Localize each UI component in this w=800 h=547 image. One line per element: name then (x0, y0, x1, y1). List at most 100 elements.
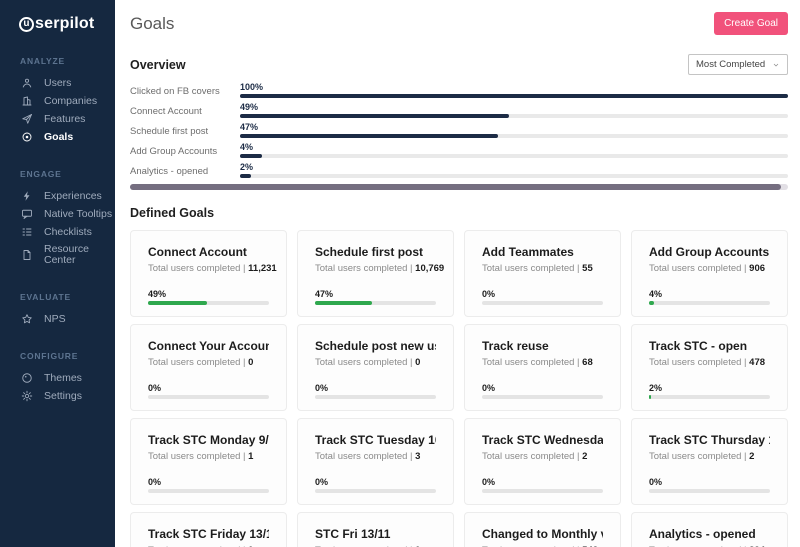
overview-bar: 47% (240, 121, 788, 141)
goal-card-title: Analytics - opened (649, 527, 770, 541)
sidebar-item-label: NPS (44, 314, 66, 325)
goals-icon (21, 131, 33, 143)
goal-card-count: 0 (248, 357, 253, 368)
overview-header: Overview Most Completed (130, 54, 788, 75)
sidebar-section-items: Experiences Native Tooltips Checklists R… (0, 187, 115, 269)
sidebar-item-settings[interactable]: Settings (0, 387, 115, 405)
goal-card-progress-track (649, 489, 770, 493)
document-icon (21, 249, 33, 261)
sidebar-item-users[interactable]: Users (0, 74, 115, 92)
companies-icon (21, 95, 33, 107)
goal-card-count: 10,769 (415, 263, 444, 274)
sidebar-section-items: Themes Settings (0, 369, 115, 405)
sidebar-section: ENGAGE Experiences Native Tooltips Check… (0, 169, 115, 269)
overview-bar-fill (240, 154, 262, 158)
sidebar-item-label: Settings (44, 391, 82, 402)
goal-card[interactable]: Track STC Monday 9/11 use Total users co… (130, 418, 287, 505)
goal-card-pct: 47% (315, 289, 436, 299)
goal-card-subtitle-prefix: Total users completed | (649, 263, 749, 274)
goal-card[interactable]: STC Fri 13/11 Total users completed | 0 (297, 512, 454, 547)
goal-card[interactable]: Track STC Wednesday 11/1... Total users … (464, 418, 621, 505)
goal-card-pct: 0% (482, 383, 603, 393)
filter-selected-value: Most Completed (696, 59, 765, 70)
goal-card[interactable]: Connect Your Accounts Ne... Total users … (130, 324, 287, 411)
overview-bar-chart: Clicked on FB covers 100% Connect Accoun… (130, 81, 788, 181)
goal-card-count: 0 (415, 357, 420, 368)
overview-bar-label: Clicked on FB covers (130, 86, 240, 97)
goal-card-count: 478 (749, 357, 765, 368)
logo[interactable]: userpilot (0, 0, 115, 33)
goal-card[interactable]: Track reuse Total users completed | 68 0… (464, 324, 621, 411)
goal-card[interactable]: Changed to Monthly view Total users comp… (464, 512, 621, 547)
overview-bar-fill (240, 174, 251, 178)
goal-card-progress-track (315, 489, 436, 493)
goal-card-subtitle: Total users completed | 68 (482, 357, 603, 368)
goal-card-subtitle-prefix: Total users completed | (148, 451, 248, 462)
overview-row: Analytics - opened 2% (130, 161, 788, 181)
goal-card-count: 55 (582, 263, 593, 274)
create-goal-button[interactable]: Create Goal (714, 12, 788, 35)
goal-card-subtitle-prefix: Total users completed | (482, 357, 582, 368)
goal-card-pct: 0% (315, 477, 436, 487)
goal-card-count: 1 (248, 451, 253, 462)
completed-filter-select[interactable]: Most Completed (688, 54, 788, 75)
defined-goals-heading: Defined Goals (130, 206, 788, 220)
overview-bar-pct: 4% (240, 142, 788, 152)
overview-bar-label: Add Group Accounts (130, 146, 240, 157)
goal-card-subtitle-prefix: Total users completed | (482, 451, 582, 462)
overview-bar: 2% (240, 161, 788, 181)
logo-mark-icon: u (19, 17, 34, 32)
goal-card-subtitle-prefix: Total users completed | (148, 263, 248, 274)
goal-card[interactable]: Track STC Friday 13/11 use Total users c… (130, 512, 287, 547)
goal-card[interactable]: Add Group Accounts Total users completed… (631, 230, 788, 317)
goal-card-subtitle: Total users completed | 0 (148, 357, 269, 368)
sidebar-section-label: ANALYZE (0, 56, 115, 66)
goal-card[interactable]: Track STC Thursday 12/11 ... Total users… (631, 418, 788, 505)
sidebar-item-label: Resource Center (44, 244, 115, 266)
page-header: Goals Create Goal (130, 0, 788, 35)
goal-card-title: Add Teammates (482, 245, 603, 259)
sidebar-item-companies[interactable]: Companies (0, 92, 115, 110)
sidebar-item-label: Users (44, 78, 71, 89)
goal-card[interactable]: Track STC Tuesday 10/11 use Total users … (297, 418, 454, 505)
sidebar-item-resource-center[interactable]: Resource Center (0, 241, 115, 269)
main-content: Goals Create Goal Overview Most Complete… (115, 0, 800, 547)
sidebar: userpilot ANALYZE Users Companies Featur… (0, 0, 115, 547)
overview-bar-track (240, 134, 788, 138)
goal-card-title: Changed to Monthly view (482, 527, 603, 541)
goal-card[interactable]: Connect Account Total users completed | … (130, 230, 287, 317)
overview-bar-track (240, 94, 788, 98)
goal-card-progress-fill (315, 301, 372, 305)
goal-card[interactable]: Track STC - open Total users completed |… (631, 324, 788, 411)
goal-card-subtitle-prefix: Total users completed | (649, 357, 749, 368)
overview-bar-track (240, 114, 788, 118)
goal-card[interactable]: Add Teammates Total users completed | 55… (464, 230, 621, 317)
overview-bar-label: Analytics - opened (130, 166, 240, 177)
goal-card-subtitle-prefix: Total users completed | (315, 357, 415, 368)
goal-card-pct: 0% (482, 477, 603, 487)
sidebar-item-features[interactable]: Features (0, 110, 115, 128)
logo-text: serpilot (35, 15, 94, 33)
goal-card-pct: 0% (482, 289, 603, 299)
sidebar-item-themes[interactable]: Themes (0, 369, 115, 387)
goal-card[interactable]: Schedule first post Total users complete… (297, 230, 454, 317)
sidebar-item-nps[interactable]: NPS (0, 310, 115, 328)
goal-card[interactable]: Schedule post new users Total users comp… (297, 324, 454, 411)
goal-card[interactable]: Analytics - opened Total users completed… (631, 512, 788, 547)
goal-card-subtitle: Total users completed | 55 (482, 263, 603, 274)
horizontal-scrollbar-thumb[interactable] (130, 184, 781, 190)
sidebar-item-native-tooltips[interactable]: Native Tooltips (0, 205, 115, 223)
sidebar-item-checklists[interactable]: Checklists (0, 223, 115, 241)
goal-card-pct: 49% (148, 289, 269, 299)
sidebar-item-experiences[interactable]: Experiences (0, 187, 115, 205)
overview-bar-label: Schedule first post (130, 126, 240, 137)
goal-card-progress-track (148, 395, 269, 399)
sidebar-section: ANALYZE Users Companies Features Goals (0, 56, 115, 146)
overview-row: Add Group Accounts 4% (130, 141, 788, 161)
goals-grid: Connect Account Total users completed | … (130, 230, 788, 547)
sidebar-item-goals[interactable]: Goals (0, 128, 115, 146)
goal-card-pct: 2% (649, 383, 770, 393)
goal-card-count: 906 (749, 263, 765, 274)
features-icon (21, 113, 33, 125)
goal-card-count: 3 (415, 451, 420, 462)
